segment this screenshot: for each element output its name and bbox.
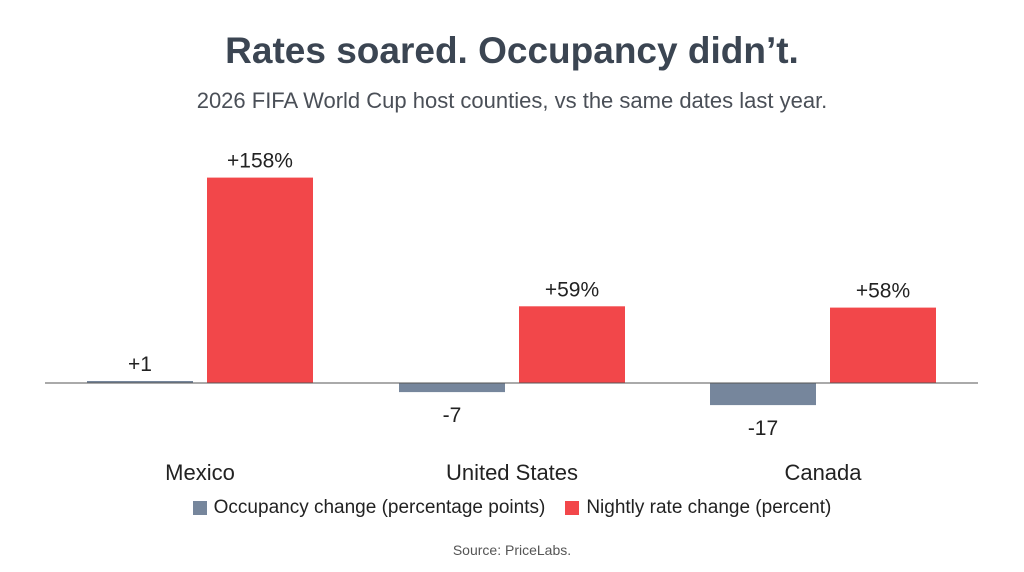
legend-item-occupancy: Occupancy change (percentage points) (192, 497, 546, 519)
chart-subtitle: 2026 FIFA World Cup host counties, vs th… (196, 88, 828, 113)
legend-label-occupancy: Occupancy change (percentage points) (213, 497, 546, 518)
occupancy-label-canada: -17 (748, 417, 778, 440)
rate-label-united-states: +59% (545, 278, 599, 301)
category-label-united-states: United States (446, 460, 578, 485)
rate-bar-mexico (207, 177, 313, 383)
legend-swatch-rate (565, 501, 580, 515)
occupancy-label-mexico: +1 (128, 353, 152, 376)
chart-title: Rates soared. Occupancy didn’t. (225, 30, 799, 71)
rate-label-mexico: +158% (227, 150, 293, 173)
source-note: Source: PriceLabs. (452, 542, 572, 558)
legend-label-rate: Nightly rate change (percent) (586, 497, 832, 518)
occupancy-bar-mexico (87, 381, 193, 383)
occupancy-bar-canada (710, 383, 816, 406)
rate-bar-united-states (519, 306, 625, 383)
category-label-canada: Canada (784, 460, 862, 485)
rate-label-canada: +58% (856, 280, 910, 303)
legend-item-rate: Nightly rate change (percent) (565, 497, 831, 519)
occupancy-bar-united-states (399, 383, 505, 393)
rate-bar-canada (830, 307, 936, 383)
legend-swatch-occupancy (192, 501, 207, 515)
category-label-mexico: Mexico (165, 460, 235, 485)
occupancy-label-united-states: -7 (443, 404, 462, 427)
legend: Occupancy change (percentage points) Nig… (0, 497, 1024, 519)
